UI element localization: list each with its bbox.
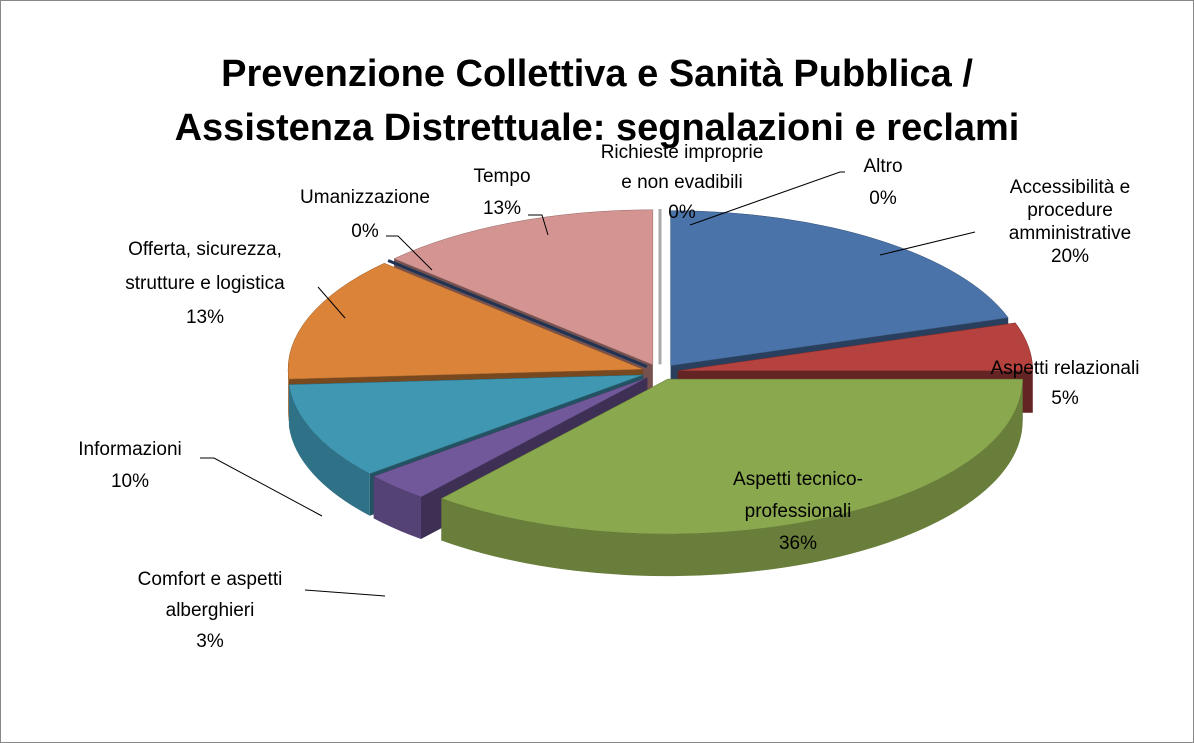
title-line: Prevenzione Collettiva e Sanità Pubblica… (221, 53, 973, 95)
leader-line (304, 589, 386, 597)
pie-slice (393, 209, 654, 366)
slice-side (373, 476, 421, 539)
label-line: Aspetti tecnico- (733, 469, 863, 490)
label-line: strutture e logistica (125, 273, 285, 294)
leader-line (386, 235, 433, 271)
value-label: 20% (1051, 246, 1089, 267)
category-label: Umanizzazione (300, 187, 430, 208)
pie-slice (440, 378, 1023, 535)
pie-slice (387, 259, 648, 369)
value-label: 0% (668, 202, 696, 223)
slice-side (288, 384, 370, 516)
leader-line (689, 171, 845, 226)
pie-slice (373, 377, 648, 498)
value-label: 13% (186, 307, 224, 328)
label-line: e non evadibili (621, 172, 742, 193)
value-label: 13% (483, 198, 521, 219)
category-label: Aspetti relazionali (991, 358, 1140, 379)
value-label: 36% (779, 533, 817, 554)
label-line: alberghieri (166, 600, 255, 621)
label-line: Informazioni (78, 439, 182, 460)
slice-side (288, 369, 289, 422)
pie-slice (288, 374, 644, 474)
title-line: Assistenza Distrettuale: segnalazioni e … (175, 107, 1020, 149)
category-label: Informazioni (78, 439, 182, 460)
slice-side (441, 379, 1023, 577)
category-label: Altro (863, 156, 902, 177)
leader-line (879, 231, 976, 256)
leader-line (317, 286, 346, 319)
category-label: Comfort e aspetti alberghieri (138, 569, 283, 621)
value-label: 3% (196, 631, 224, 652)
category-label: Offerta, sicurezza, strutture e logistica (125, 239, 285, 294)
label-line: procedure (1027, 200, 1113, 221)
value-label: 0% (869, 188, 897, 209)
leader-line (200, 457, 323, 517)
label-line: professionali (745, 501, 852, 522)
category-label: Richieste improprie e non evadibili (601, 142, 764, 193)
label-line: Richieste improprie (601, 142, 764, 163)
pie-slice (287, 262, 644, 380)
category-label: Accessibilità e procedure amministrative (1009, 177, 1131, 244)
label-line: Aspetti relazionali (991, 358, 1140, 379)
value-label: 5% (1051, 388, 1079, 409)
chart-title: Prevenzione Collettiva e Sanità Pubblica… (175, 53, 1020, 149)
pie-slice (677, 322, 1034, 372)
value-label: 10% (111, 471, 149, 492)
label-line: Offerta, sicurezza, (128, 239, 282, 260)
value-label: 0% (351, 221, 379, 242)
category-label: Tempo (473, 166, 530, 187)
label-line: Accessibilità e (1010, 177, 1130, 198)
category-label: Aspetti tecnico-professionali (733, 469, 863, 522)
label-line: Altro (863, 156, 902, 177)
label-line: Tempo (473, 166, 530, 187)
label-line: Umanizzazione (300, 187, 430, 208)
label-line: amministrative (1009, 223, 1131, 244)
leader-line (528, 214, 549, 236)
label-line: Comfort e aspetti (138, 569, 283, 590)
